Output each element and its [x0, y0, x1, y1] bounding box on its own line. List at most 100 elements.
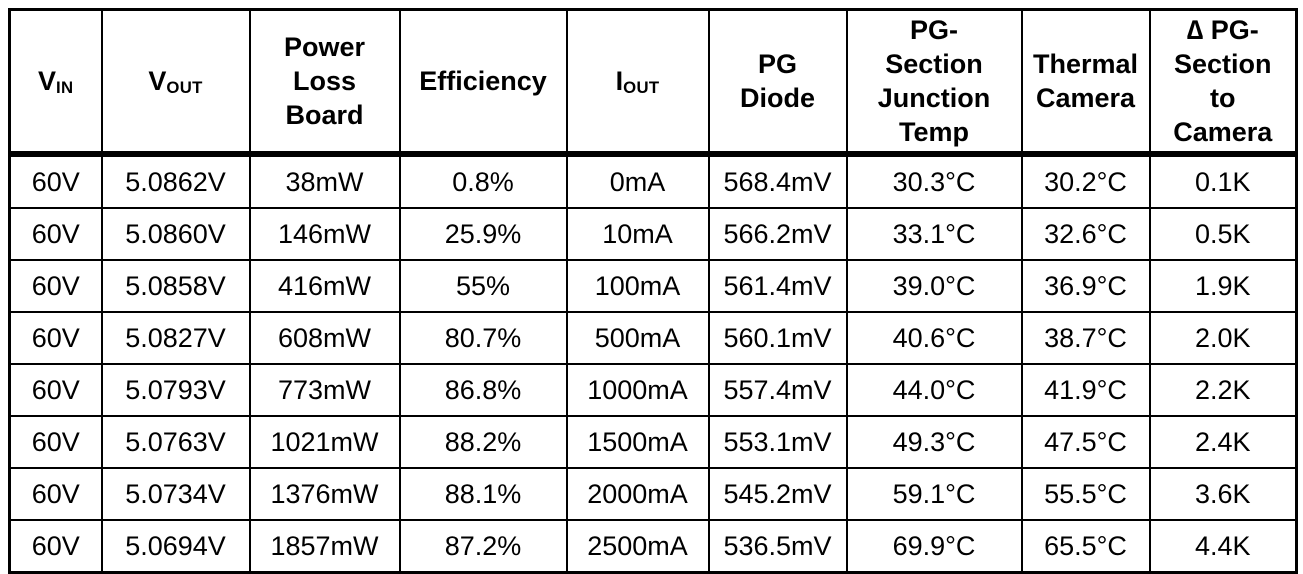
table-cell: 4.4K — [1148, 519, 1298, 574]
table-cell: 5.0858V — [100, 259, 251, 313]
table-cell: 0.5K — [1148, 207, 1298, 261]
table-cell: 88.2% — [398, 415, 568, 469]
column-header: Thermal Camera — [1020, 8, 1151, 157]
table-cell: 1.9K — [1148, 259, 1298, 313]
header-subscript: IN — [56, 77, 74, 97]
table-cell: 5.0763V — [100, 415, 251, 469]
table-cell: 561.4mV — [707, 259, 848, 313]
table-cell: 40.6°C — [845, 311, 1023, 365]
header-symbol: V — [148, 65, 167, 96]
table-cell: 5.0694V — [100, 519, 251, 574]
table-row: 60V 5.0763V 1021mW 88.2% 1500mA 553.1mV 49.3°C… — [8, 415, 1298, 469]
column-header: PG Diode — [707, 8, 848, 157]
header-row: VIN VOUT Power Loss Board Efficiency IOUT PG … — [8, 8, 1298, 157]
table-cell: 41.9°C — [1020, 363, 1151, 417]
table-cell: 1857mW — [248, 519, 401, 574]
column-header: VIN — [8, 8, 103, 157]
table-cell: 65.5°C — [1020, 519, 1151, 574]
table-cell: 2000mA — [565, 467, 710, 521]
table-cell: 416mW — [248, 259, 401, 313]
table-cell: 60V — [8, 311, 103, 365]
column-header: PG- Section Junction Temp — [845, 8, 1023, 157]
table-cell: 49.3°C — [845, 415, 1023, 469]
table-cell: 30.3°C — [845, 153, 1023, 209]
table-row: 60V 5.0862V 38mW 0.8% 0mA 568.4mV 30.3°C 30.2°C… — [8, 153, 1298, 209]
column-header: Power Loss Board — [248, 8, 401, 157]
table-cell: 5.0862V — [100, 153, 251, 209]
table-cell: 60V — [8, 207, 103, 261]
table-cell: 38.7°C — [1020, 311, 1151, 365]
column-header: VOUT — [100, 8, 251, 157]
table-cell: 3.6K — [1148, 467, 1298, 521]
table-cell: 0mA — [565, 153, 710, 209]
table-cell: 5.0734V — [100, 467, 251, 521]
table-cell: 80.7% — [398, 311, 568, 365]
header-symbol: I — [615, 65, 624, 96]
table-cell: 25.9% — [398, 207, 568, 261]
table-cell: 5.0827V — [100, 311, 251, 365]
column-header: ∆ PG- Section to Camera — [1148, 8, 1298, 157]
table-cell: 60V — [8, 467, 103, 521]
table-cell: 47.5°C — [1020, 415, 1151, 469]
table-cell: 33.1°C — [845, 207, 1023, 261]
table-cell: 0.8% — [398, 153, 568, 209]
table-cell: 60V — [8, 415, 103, 469]
table-cell: 2.4K — [1148, 415, 1298, 469]
table-cell: 55.5°C — [1020, 467, 1151, 521]
table-cell: 10mA — [565, 207, 710, 261]
table-cell: 55% — [398, 259, 568, 313]
table-row: 60V 5.0734V 1376mW 88.1% 2000mA 545.2mV 59.1°C… — [8, 467, 1298, 521]
table-cell: 557.4mV — [707, 363, 848, 417]
table-row: 60V 5.0793V 773mW 86.8% 1000mA 557.4mV 44.0°C 4… — [8, 363, 1298, 417]
table-cell: 38mW — [248, 153, 401, 209]
table-cell: 1500mA — [565, 415, 710, 469]
table-cell: 773mW — [248, 363, 401, 417]
table-cell: 560.1mV — [707, 311, 848, 365]
table-cell: 2500mA — [565, 519, 710, 574]
table-cell: 566.2mV — [707, 207, 848, 261]
table-cell: 86.8% — [398, 363, 568, 417]
table-cell: 5.0860V — [100, 207, 251, 261]
table-cell: 36.9°C — [1020, 259, 1151, 313]
table-cell: 1376mW — [248, 467, 401, 521]
table-cell: 568.4mV — [707, 153, 848, 209]
header-symbol: V — [38, 65, 57, 96]
measurement-table: VIN VOUT Power Loss Board Efficiency IOUT PG … — [8, 8, 1298, 574]
table-cell: 60V — [8, 259, 103, 313]
table-cell: 59.1°C — [845, 467, 1023, 521]
table-header: VIN VOUT Power Loss Board Efficiency IOUT PG … — [8, 8, 1298, 157]
table-cell: 2.0K — [1148, 311, 1298, 365]
column-header: Efficiency — [398, 8, 568, 157]
header-subscript: OUT — [166, 77, 203, 97]
table-cell: 545.2mV — [707, 467, 848, 521]
table-row: 60V 5.0694V 1857mW 87.2% 2500mA 536.5mV 69.9°C… — [8, 519, 1298, 574]
table-cell: 30.2°C — [1020, 153, 1151, 209]
header-subscript: OUT — [623, 77, 660, 97]
table-cell: 88.1% — [398, 467, 568, 521]
table-cell: 1000mA — [565, 363, 710, 417]
table-cell: 69.9°C — [845, 519, 1023, 574]
table-cell: 146mW — [248, 207, 401, 261]
table-cell: 2.2K — [1148, 363, 1298, 417]
table-cell: 608mW — [248, 311, 401, 365]
table-cell: 536.5mV — [707, 519, 848, 574]
table-cell: 44.0°C — [845, 363, 1023, 417]
table-cell: 0.1K — [1148, 153, 1298, 209]
table-cell: 5.0793V — [100, 363, 251, 417]
table-cell: 553.1mV — [707, 415, 848, 469]
table-row: 60V 5.0860V 146mW 25.9% 10mA 566.2mV 33.1°C 32.… — [8, 207, 1298, 261]
table-cell: 32.6°C — [1020, 207, 1151, 261]
table-row: 60V 5.0858V 416mW 55% 100mA 561.4mV 39.0°C 36.9… — [8, 259, 1298, 313]
table-row: 60V 5.0827V 608mW 80.7% 500mA 560.1mV 40.6°C 38… — [8, 311, 1298, 365]
table-cell: 87.2% — [398, 519, 568, 574]
table-cell: 1021mW — [248, 415, 401, 469]
table-cell: 60V — [8, 519, 103, 574]
column-header: IOUT — [565, 8, 710, 157]
table-cell: 60V — [8, 363, 103, 417]
table-cell: 60V — [8, 153, 103, 209]
table-cell: 500mA — [565, 311, 710, 365]
table-cell: 39.0°C — [845, 259, 1023, 313]
table-cell: 100mA — [565, 259, 710, 313]
table-body: 60V 5.0862V 38mW 0.8% 0mA 568.4mV 30.3°C 30.2°C… — [8, 153, 1298, 574]
